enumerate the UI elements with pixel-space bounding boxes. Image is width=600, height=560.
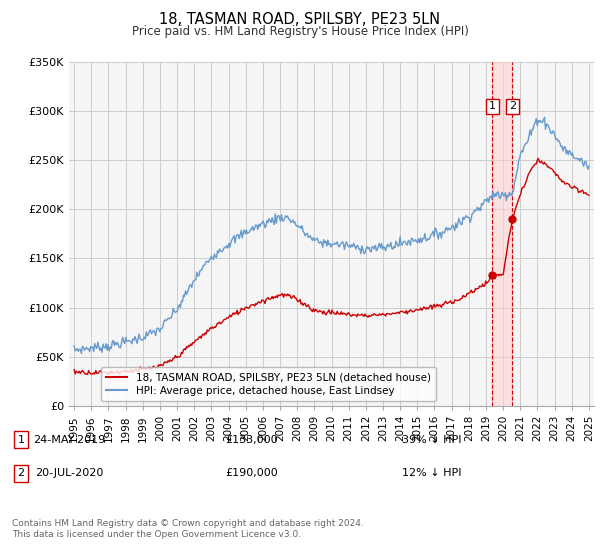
Text: 1: 1 (489, 101, 496, 111)
Text: Price paid vs. HM Land Registry's House Price Index (HPI): Price paid vs. HM Land Registry's House … (131, 25, 469, 39)
Text: 12% ↓ HPI: 12% ↓ HPI (402, 468, 462, 478)
Text: 20-JUL-2020: 20-JUL-2020 (35, 468, 103, 478)
Text: 39% ↓ HPI: 39% ↓ HPI (402, 435, 462, 445)
Text: 18, TASMAN ROAD, SPILSBY, PE23 5LN: 18, TASMAN ROAD, SPILSBY, PE23 5LN (160, 12, 440, 27)
Bar (493, 62, 512, 406)
Text: Contains HM Land Registry data © Crown copyright and database right 2024.
This d: Contains HM Land Registry data © Crown c… (12, 520, 364, 539)
Legend: 18, TASMAN ROAD, SPILSBY, PE23 5LN (detached house), HPI: Average price, detache: 18, TASMAN ROAD, SPILSBY, PE23 5LN (deta… (101, 367, 436, 401)
Text: 24-MAY-2019: 24-MAY-2019 (33, 435, 105, 445)
Text: 2: 2 (17, 468, 25, 478)
Text: £133,000: £133,000 (226, 435, 278, 445)
Text: £190,000: £190,000 (226, 468, 278, 478)
Text: 1: 1 (17, 435, 25, 445)
Text: 2: 2 (509, 101, 516, 111)
